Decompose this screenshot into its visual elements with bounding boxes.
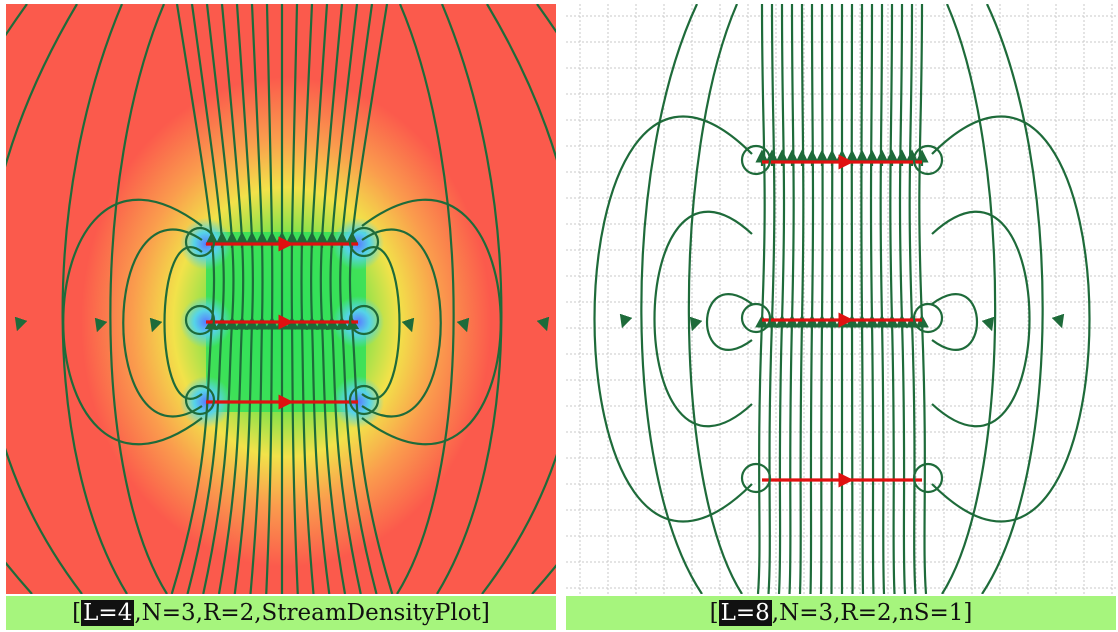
field-arrow <box>536 316 550 332</box>
caption-rest: ,N=3,R=2,StreamDensityPlot] <box>134 600 490 626</box>
field-line-outer <box>6 4 83 594</box>
field-line <box>845 4 859 594</box>
field-line-outer <box>436 4 503 594</box>
field-loop <box>361 228 442 418</box>
field-loop <box>361 246 401 400</box>
field-loop <box>163 246 203 400</box>
field-line-outer <box>941 4 997 594</box>
left-panel: [L=4 ,N=3,R=2,StreamDensityPlot] <box>6 4 556 630</box>
field-plot-right <box>566 4 1116 594</box>
caption-rest: ,N=3,R=2,nS=1] <box>771 600 973 626</box>
field-loop <box>706 293 753 351</box>
caption-highlight: L=4 <box>81 600 135 626</box>
field-line-outer <box>481 4 556 594</box>
field-arrow <box>401 317 415 333</box>
caption-right: [L=8 ,N=3,R=2,nS=1] <box>566 596 1116 630</box>
field-arrow <box>456 317 470 333</box>
field-loop <box>931 210 1031 428</box>
end-vortex <box>740 144 772 176</box>
field-line <box>825 4 839 594</box>
caption-left: [L=4 ,N=3,R=2,StreamDensityPlot] <box>6 596 556 630</box>
end-vortex <box>348 304 380 336</box>
right-panel: [L=8 ,N=3,R=2,nS=1] <box>566 4 1116 630</box>
stream-plot <box>566 4 1116 594</box>
end-vortex <box>740 462 772 494</box>
field-line <box>815 4 829 594</box>
caption-highlight: L=8 <box>718 600 772 626</box>
caption-open: [ <box>72 600 82 626</box>
field-line-outer <box>61 4 128 594</box>
end-vortex <box>184 304 216 336</box>
field-plot-left <box>6 4 556 594</box>
end-vortex <box>912 302 944 334</box>
end-vortex <box>348 384 380 416</box>
stream-density-plot <box>6 4 556 594</box>
end-vortex <box>348 226 380 258</box>
end-vortex <box>184 384 216 416</box>
end-vortex <box>184 226 216 258</box>
end-vortex <box>912 144 944 176</box>
field-arrow <box>149 317 163 333</box>
field-arrow <box>14 316 28 332</box>
field-arrow <box>619 313 633 329</box>
field-line-outer <box>640 4 703 594</box>
field-loop <box>931 293 978 351</box>
field-arrow <box>689 316 703 332</box>
field-line-outer <box>981 4 1044 594</box>
field-loop <box>122 228 203 418</box>
end-vortex <box>912 462 944 494</box>
field-line-outer <box>109 4 168 594</box>
field-arrow <box>1051 313 1065 329</box>
field-arrow <box>94 317 108 333</box>
field-line-outer <box>687 4 743 594</box>
end-vortex <box>740 302 772 334</box>
field-line <box>855 4 869 594</box>
field-loop <box>653 210 753 428</box>
caption-open: [ <box>709 600 719 626</box>
field-line-outer <box>396 4 455 594</box>
field-loop <box>931 115 1091 523</box>
field-arrow <box>981 316 995 332</box>
field-loop <box>593 115 753 523</box>
